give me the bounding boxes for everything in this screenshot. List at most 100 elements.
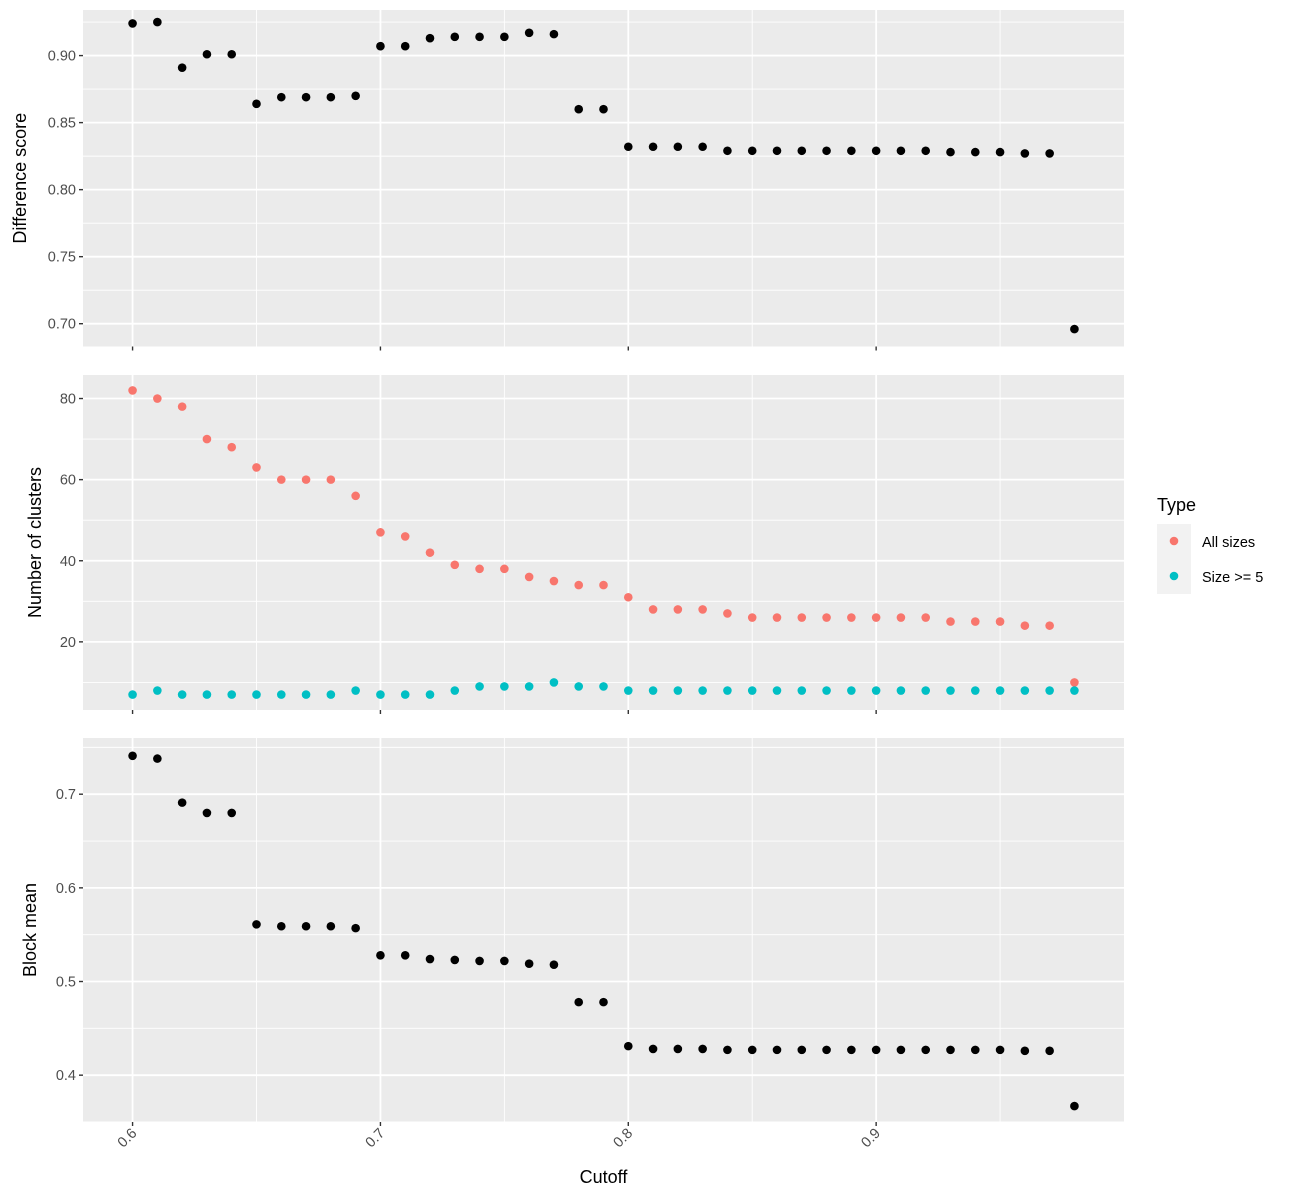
- x-axis-title: Cutoff: [580, 1167, 629, 1187]
- data-point: [301, 92, 311, 102]
- data-point: [673, 686, 683, 695]
- data-point: [896, 613, 906, 622]
- data-point: [599, 104, 608, 114]
- data-point: [252, 99, 261, 109]
- data-point: [921, 613, 931, 622]
- data-point: [1070, 324, 1079, 334]
- data-point: [1020, 686, 1030, 695]
- data-point: [648, 605, 658, 614]
- data-point: [153, 754, 162, 763]
- data-point: [896, 686, 906, 695]
- legend-key-all-sizes: [1169, 536, 1179, 546]
- data-point: [128, 19, 137, 28]
- data-point: [673, 142, 683, 152]
- data-point: [326, 92, 336, 102]
- data-point: [822, 613, 831, 622]
- data-point: [376, 41, 385, 51]
- series-all-sizes: [128, 386, 1079, 687]
- data-point: [177, 798, 187, 807]
- data-point: [549, 960, 559, 969]
- data-point: [747, 686, 757, 695]
- data-point: [574, 682, 584, 691]
- data-point: [524, 572, 534, 582]
- data-point: [599, 580, 608, 590]
- data-point: [946, 617, 955, 626]
- data-point: [524, 959, 534, 969]
- legend-label-size-ge-5: Size >= 5: [1202, 570, 1263, 586]
- data-point: [772, 1045, 782, 1055]
- data-point: [673, 1044, 683, 1054]
- y-tick-label: 0.70: [48, 317, 76, 333]
- data-point: [574, 580, 584, 590]
- series-block-mean: [128, 751, 1079, 1111]
- y-tick-label: 40: [60, 554, 76, 570]
- data-point: [698, 605, 707, 614]
- data-point: [425, 33, 435, 43]
- data-point: [698, 1044, 707, 1054]
- data-point: [227, 442, 237, 452]
- data-point: [549, 29, 559, 39]
- data-point: [797, 1045, 807, 1055]
- data-point: [227, 690, 237, 699]
- data-point: [623, 592, 633, 602]
- data-point: [698, 686, 707, 695]
- panel-background: [83, 738, 1124, 1122]
- data-point: [921, 686, 931, 695]
- legend-key-background: [1157, 524, 1191, 594]
- data-point: [623, 142, 633, 152]
- legend-key-size-ge-5: [1169, 571, 1179, 581]
- data-point: [400, 690, 410, 699]
- data-point: [128, 751, 137, 761]
- data-point: [946, 1045, 955, 1055]
- y-tick-label: 0.80: [48, 183, 76, 199]
- data-point: [1045, 1046, 1054, 1056]
- data-point: [747, 1045, 757, 1055]
- y-tick-label: 20: [60, 635, 76, 651]
- data-point: [1045, 686, 1054, 695]
- panel-top: 0.70 0.75 0.80 0.85 0.90 Difference score: [10, 10, 1124, 351]
- data-point: [723, 609, 732, 618]
- data-point: [202, 49, 212, 59]
- data-point: [871, 1045, 881, 1055]
- data-point: [921, 1045, 931, 1055]
- data-point: [276, 690, 286, 699]
- data-point: [351, 686, 360, 695]
- data-point: [995, 147, 1005, 157]
- x-tick-label: 0.9: [858, 1126, 884, 1152]
- data-point: [970, 1045, 980, 1055]
- data-point: [400, 532, 410, 541]
- data-point: [1045, 149, 1054, 158]
- data-point: [946, 147, 955, 157]
- legend-label-all-sizes: All sizes: [1202, 535, 1255, 551]
- data-point: [723, 146, 732, 156]
- data-point: [1020, 149, 1030, 158]
- data-point: [177, 63, 187, 72]
- data-point: [276, 475, 286, 484]
- data-point: [847, 686, 856, 695]
- data-point: [772, 686, 782, 695]
- data-point: [400, 41, 410, 51]
- data-point: [1070, 678, 1079, 687]
- data-point: [153, 686, 162, 695]
- data-point: [326, 690, 336, 699]
- data-point: [673, 605, 683, 614]
- data-point: [301, 475, 311, 484]
- data-point: [351, 491, 360, 501]
- y-tick-label: 0.85: [48, 116, 76, 132]
- data-point: [822, 146, 831, 156]
- data-point: [153, 17, 162, 27]
- data-point: [574, 104, 584, 114]
- data-point: [970, 686, 980, 695]
- data-point: [450, 955, 460, 965]
- y-tick-label: 0.90: [48, 49, 76, 65]
- y-tick-label: 60: [60, 473, 76, 489]
- data-point: [574, 997, 584, 1007]
- data-point: [252, 690, 261, 699]
- data-point: [847, 1045, 856, 1055]
- data-point: [524, 682, 534, 691]
- data-point: [128, 386, 137, 395]
- data-point: [376, 690, 385, 699]
- data-point: [425, 548, 435, 557]
- data-point: [648, 142, 658, 152]
- data-point: [425, 954, 435, 964]
